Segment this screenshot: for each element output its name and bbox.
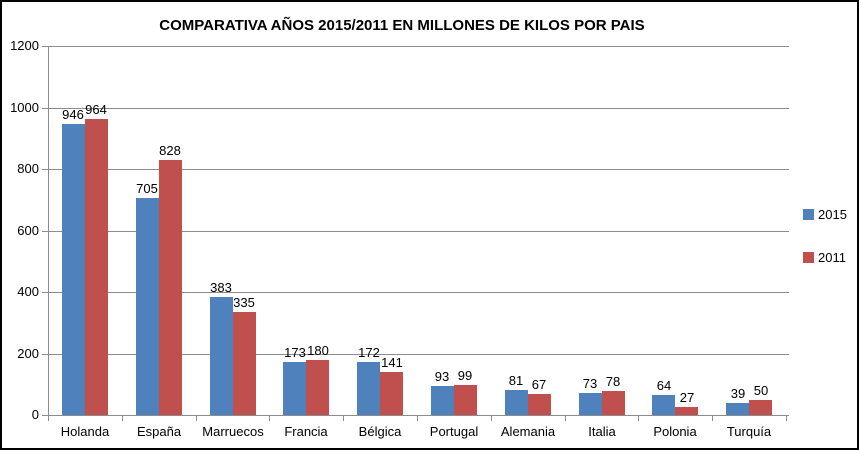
bar-2015-polonia (652, 395, 675, 415)
bar-2015-francia (283, 362, 306, 415)
data-label-2011-portugal: 99 (457, 368, 473, 383)
gridline-800 (42, 169, 789, 170)
x-axis-label-italia: Italia (588, 424, 616, 439)
bar-2015-turquia (726, 403, 749, 415)
bar-2015-holanda (62, 124, 85, 415)
data-label-2015-turquia: 39 (730, 386, 746, 401)
legend-label-2011: 2011 (818, 250, 846, 265)
x-axis-label-francia: Francia (284, 424, 328, 439)
legend-swatch-2011 (803, 252, 814, 263)
gridline-1200 (42, 46, 789, 47)
x-axis-tick (565, 415, 566, 421)
bar-2011-marruecos (233, 312, 256, 415)
data-label-2011-marruecos: 335 (233, 295, 255, 310)
y-axis-label-200: 200 (17, 346, 39, 361)
x-axis-tick (712, 415, 713, 421)
bar-2015-alemania (505, 390, 528, 415)
data-label-2011-francia: 180 (307, 343, 329, 358)
bar-2011-alemania (528, 394, 551, 415)
bar-2015-marruecos (210, 297, 233, 415)
legend-label-2015: 2015 (818, 207, 847, 222)
y-axis-label-400: 400 (17, 284, 39, 299)
bar-2011-italia (602, 391, 625, 415)
data-label-2015-belgica: 172 (358, 345, 380, 360)
data-label-2011-turquia: 50 (753, 383, 769, 398)
data-label-2015-polonia: 64 (656, 378, 672, 393)
chart-title: COMPARATIVA AÑOS 2015/2011 EN MILLONES D… (159, 17, 645, 34)
data-label-2015-marruecos: 383 (210, 280, 232, 295)
y-axis-label-800: 800 (17, 161, 39, 176)
x-axis-label-marruecos: Marruecos (202, 424, 264, 439)
x-axis-tick (786, 415, 787, 421)
x-axis-line (42, 415, 789, 416)
bar-2011-portugal (454, 385, 477, 415)
data-label-2015-espana: 705 (136, 181, 158, 196)
legend-item-2011: 2011 (803, 251, 846, 264)
bar-2015-italia (579, 393, 602, 415)
x-axis-label-portugal: Portugal (429, 424, 479, 439)
bar-2011-polonia (675, 407, 698, 415)
x-axis-tick (122, 415, 123, 421)
x-axis-tick (417, 415, 418, 421)
bar-2015-portugal (431, 386, 454, 415)
x-axis-tick (638, 415, 639, 421)
gridline-600 (42, 231, 789, 232)
bar-2015-belgica (357, 362, 380, 415)
legend-swatch-2015 (803, 209, 814, 220)
bar-2011-francia (306, 360, 329, 415)
legend-item-2015: 2015 (803, 208, 847, 221)
data-label-2011-belgica: 141 (381, 355, 403, 370)
x-axis-tick (196, 415, 197, 421)
bar-2011-holanda (85, 119, 108, 415)
x-axis-label-belgica: Bélgica (358, 424, 402, 439)
x-axis-label-espana: España (136, 424, 182, 439)
data-label-2015-francia: 173 (284, 345, 306, 360)
x-axis-tick (491, 415, 492, 421)
data-label-2011-polonia: 27 (679, 390, 695, 405)
y-axis-label-1200: 1200 (10, 38, 39, 53)
data-label-2011-espana: 828 (159, 143, 181, 158)
x-axis-tick (48, 415, 49, 421)
x-axis-label-holanda: Holanda (60, 424, 110, 439)
x-axis-label-turquia: Turquía (726, 424, 772, 439)
bar-2011-belgica (380, 372, 403, 415)
data-label-2015-italia: 73 (582, 376, 598, 391)
x-axis-tick (269, 415, 270, 421)
bar-2011-turquia (749, 400, 772, 415)
x-axis-label-alemania: Alemania (500, 424, 556, 439)
y-axis-line (48, 46, 49, 415)
data-label-2015-holanda: 946 (62, 107, 84, 122)
gridline-400 (42, 292, 789, 293)
data-label-2011-alemania: 67 (531, 377, 547, 392)
data-label-2011-holanda: 964 (85, 102, 107, 117)
y-axis-label-600: 600 (17, 223, 39, 238)
x-axis-tick (343, 415, 344, 421)
data-label-2015-alemania: 81 (508, 373, 524, 388)
bar-2011-espana (159, 160, 182, 415)
gridline-1000 (42, 108, 789, 109)
data-label-2015-portugal: 93 (434, 369, 450, 384)
y-axis-label-1000: 1000 (10, 100, 39, 115)
gridline-200 (42, 354, 789, 355)
data-label-2011-italia: 78 (605, 374, 621, 389)
x-axis-label-polonia: Polonia (653, 424, 697, 439)
y-axis-label-0: 0 (31, 407, 39, 422)
bar-2015-espana (136, 198, 159, 415)
